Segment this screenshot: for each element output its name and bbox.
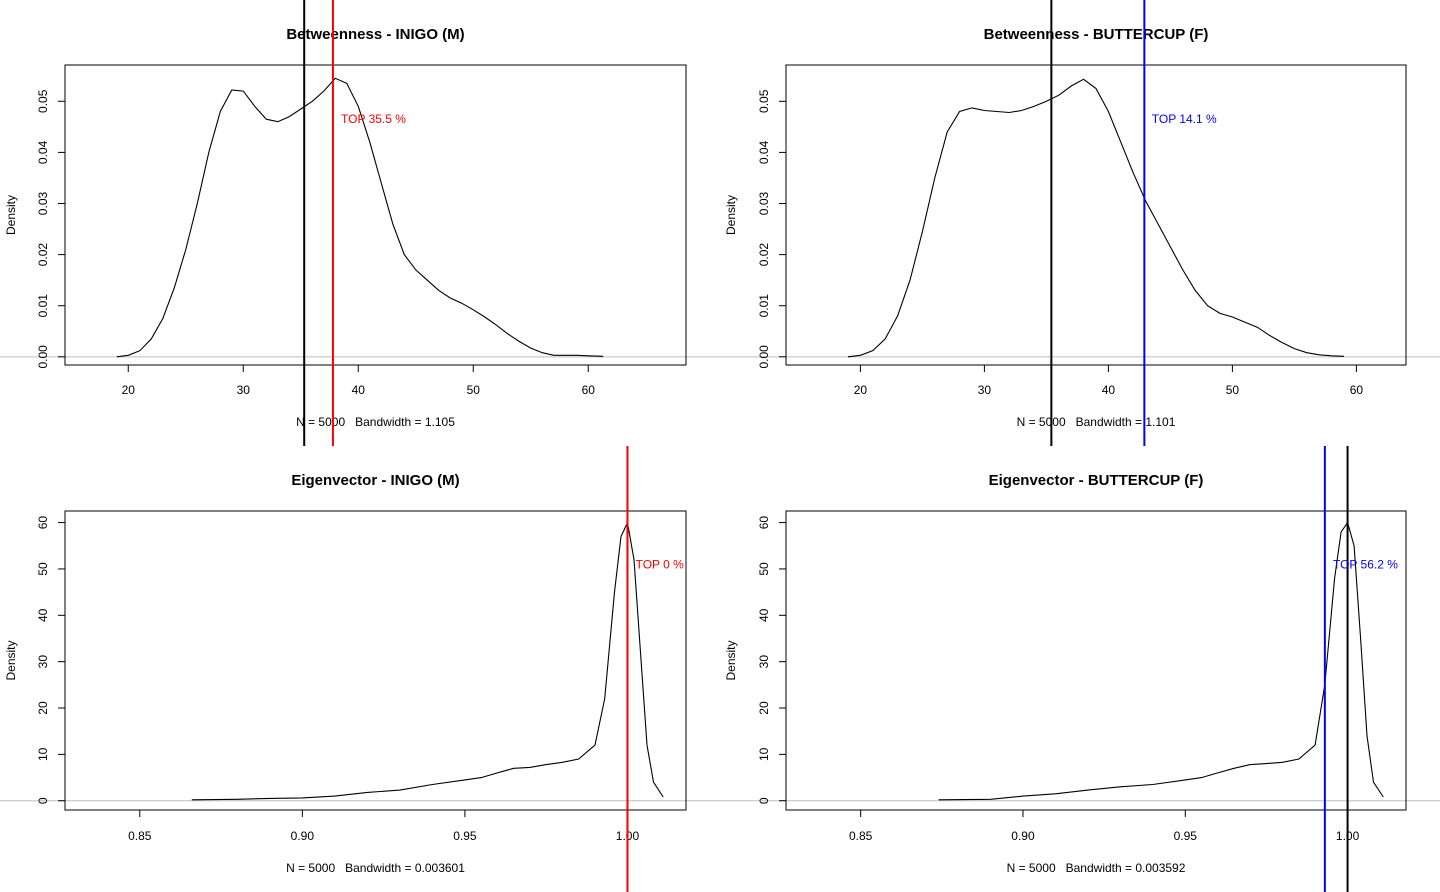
x-tick-label: 0.95: [453, 829, 477, 843]
y-tick-label: 0.03: [757, 191, 771, 215]
density-curve: [938, 521, 1384, 801]
x-tick-label: 0.90: [1011, 829, 1035, 843]
x-tick-label: 50: [467, 383, 481, 397]
y-axis-label: Density: [724, 640, 738, 680]
y-tick-label: 30: [757, 655, 771, 669]
density-curve: [116, 77, 604, 358]
plot-frame: [785, 64, 1407, 366]
y-tick-label: 60: [36, 516, 50, 530]
x-tick-label: 60: [1350, 383, 1364, 397]
chart-panel-1: Betweenness - INIGO (M) 20 30 40 50 60 0.00 0.0…: [0, 0, 720, 446]
y-tick-label: 0.02: [36, 243, 50, 267]
y-tick-label: 50: [757, 562, 771, 576]
y-tick-label: 0.01: [36, 294, 50, 318]
x-tick-label: 40: [1102, 383, 1116, 397]
y-axis-label: Density: [4, 195, 18, 235]
rank-annotation: TOP 14.1 %: [1152, 112, 1217, 126]
y-tick-label: 0.00: [36, 345, 50, 369]
rank-annotation: TOP 35.5 %: [341, 112, 406, 126]
x-tick-label: 30: [237, 383, 251, 397]
y-tick-label: 20: [757, 701, 771, 715]
y-tick-label: 0.04: [36, 140, 50, 164]
x-tick-label: 0.90: [291, 829, 315, 843]
y-tick-label: 10: [36, 747, 50, 761]
x-axis-subtitle: N = 5000 Bandwidth = 1.101: [1017, 415, 1176, 429]
y-tick-label: 0.05: [757, 89, 771, 113]
x-tick-label: 0.85: [849, 829, 873, 843]
x-tick-label: 20: [122, 383, 136, 397]
y-tick-label: 50: [36, 562, 50, 576]
y-tick-label: 30: [36, 655, 50, 669]
chart-panel-3: Eigenvector - INIGO (M)0.850.900.951.000…: [0, 446, 720, 892]
plot-frame: [64, 510, 687, 811]
y-tick-label: 0.02: [757, 243, 771, 267]
y-axis-label: Density: [724, 195, 738, 235]
y-tick-label: 0: [36, 797, 50, 804]
density-curve: [191, 520, 664, 801]
plot-frame: [64, 64, 687, 366]
rank-annotation: TOP 0 %: [636, 557, 685, 571]
x-axis-subtitle: N = 5000 Bandwidth = 0.003601: [286, 861, 465, 875]
density-curve: [847, 78, 1345, 358]
y-tick-label: 0.00: [757, 345, 771, 369]
x-axis-subtitle: N = 5000 Bandwidth = 1.105: [296, 415, 455, 429]
x-tick-label: 60: [582, 383, 596, 397]
chart-title: Eigenvector - BUTTERCUP (F): [989, 472, 1204, 489]
plot-frame: [785, 510, 1407, 811]
y-tick-label: 0: [757, 797, 771, 804]
y-tick-label: 40: [757, 608, 771, 622]
y-tick-label: 0.05: [36, 89, 50, 113]
y-tick-label: 40: [36, 608, 50, 622]
x-tick-label: 0.95: [1174, 829, 1198, 843]
chart-panel-2: Betweenness - BUTTERCUP (F) 20 30 40 50 60 0.0…: [720, 0, 1440, 446]
x-tick-label: 40: [352, 383, 366, 397]
y-tick-label: 20: [36, 701, 50, 715]
rank-annotation: TOP 56.2 %: [1333, 557, 1398, 571]
y-tick-label: 10: [757, 747, 771, 761]
chart-title: Betweenness - INIGO (M): [286, 26, 464, 43]
x-tick-label: 0.85: [128, 829, 152, 843]
chart-title: Betweenness - BUTTERCUP (F): [984, 26, 1209, 43]
y-tick-label: 0.01: [757, 294, 771, 318]
x-tick-label: 20: [854, 383, 868, 397]
y-tick-label: 60: [757, 516, 771, 530]
x-tick-label: 50: [1226, 383, 1240, 397]
x-tick-label: 30: [978, 383, 992, 397]
y-tick-label: 0.04: [757, 140, 771, 164]
x-axis-subtitle: N = 5000 Bandwidth = 0.003592: [1007, 861, 1186, 875]
chart-title: Eigenvector - INIGO (M): [291, 472, 459, 489]
chart-panel-4: Eigenvector - BUTTERCUP (F) 0.85 0.90 0.95 1…: [720, 446, 1440, 892]
y-axis-label: Density: [4, 640, 18, 680]
y-tick-label: 0.03: [36, 191, 50, 215]
